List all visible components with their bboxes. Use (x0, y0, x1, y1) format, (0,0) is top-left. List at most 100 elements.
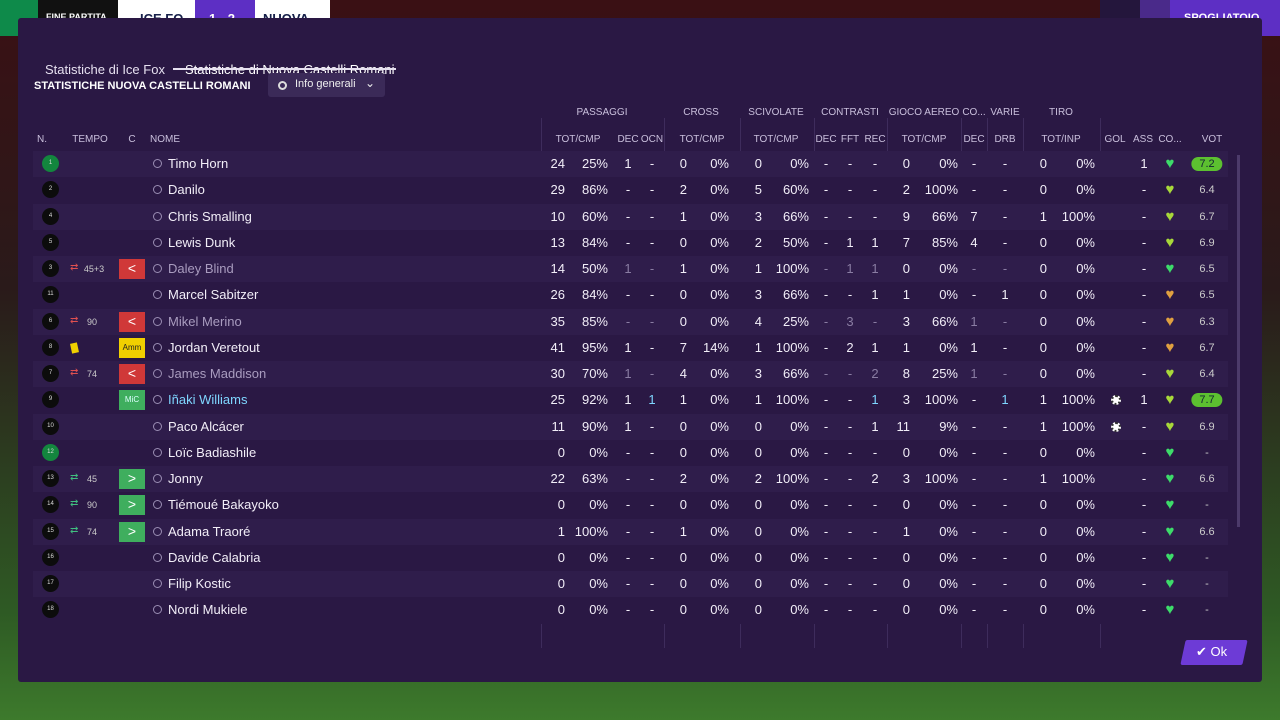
rating: - (1205, 604, 1209, 617)
person-icon (153, 474, 162, 483)
column-header: DEC (617, 134, 639, 145)
shirt-number: 4 (42, 207, 59, 225)
condition-heart: ♥ (1165, 417, 1175, 435)
stat-value: 0% (710, 313, 729, 329)
stat-value: 0 (1039, 261, 1047, 276)
stat-value: 0 (1039, 182, 1047, 198)
stat-value: - (823, 287, 829, 303)
stat-value: - (1141, 339, 1147, 355)
player-name: Adama Traoré (168, 523, 251, 539)
stat-value: 0% (790, 549, 809, 565)
stat-value: 0% (939, 287, 958, 303)
column-header: ASS (1132, 134, 1154, 145)
stat-value: 0 (902, 576, 910, 591)
stat-value: - (971, 182, 977, 198)
stat-value: - (971, 261, 977, 276)
stat-value: - (1002, 156, 1008, 171)
player-name: Tiémoué Bakayoko (168, 497, 279, 513)
stat-value: 0 (902, 444, 910, 460)
stat-value: - (625, 234, 631, 250)
shirt-number: 9 (42, 391, 59, 409)
stat-value: 100% (1061, 471, 1095, 486)
stat-value: - (971, 418, 977, 434)
stat-value: 1 (846, 234, 854, 250)
stats-table: PASSAGGI CROSS SCIVOLATE CONTRASTI GIOCO AER… (18, 18, 1262, 682)
stat-value: - (872, 156, 878, 171)
rating: 6.5 (1199, 263, 1215, 275)
stat-value: 0 (679, 313, 687, 329)
shirt-number: 15 (42, 522, 59, 540)
stat-value: 0 (902, 156, 910, 171)
stat-value: - (649, 523, 655, 539)
condition-heart: ♥ (1165, 470, 1175, 487)
ok-label: ✔ Ok (1196, 644, 1228, 659)
stat-value: 1 (754, 392, 762, 408)
stat-value: 0 (754, 602, 762, 618)
condition-heart: ♥ (1165, 312, 1175, 330)
group-header: CO... (962, 107, 986, 118)
stat-value: 2 (902, 182, 910, 198)
goal-icon (1111, 395, 1121, 406)
stat-value: - (847, 366, 853, 381)
stat-value: - (872, 444, 878, 460)
player-row (33, 387, 1228, 414)
stat-value: - (625, 444, 631, 460)
stat-value: 35 (550, 313, 565, 329)
stat-value: 0% (589, 602, 608, 618)
rating: - (1205, 578, 1209, 590)
sub-arrows: ⇄ (70, 498, 79, 510)
stat-value: 0% (939, 444, 958, 460)
person-icon (153, 185, 162, 195)
stat-value: 0 (754, 549, 762, 565)
stat-value: 0 (1039, 234, 1047, 250)
stat-value: 0% (710, 234, 729, 250)
stat-value: 0% (1076, 444, 1095, 460)
stat-value: - (872, 208, 878, 224)
stat-value: - (1002, 366, 1008, 381)
stat-value: 60% (782, 182, 809, 198)
sub-arrows: ⇄ (70, 314, 79, 326)
stat-value: 4 (679, 366, 687, 381)
stat-value: 7 (679, 339, 687, 355)
stat-value: 0% (1076, 602, 1095, 618)
stat-value: 1 (557, 523, 565, 539)
column-header: TOT/INP (1041, 134, 1081, 145)
condition-heart: ♥ (1165, 286, 1175, 304)
shirt-number: 5 (42, 233, 59, 251)
sub-time: 45+3 (83, 264, 105, 274)
player-name: Chris Smalling (168, 208, 252, 224)
stat-value: - (823, 471, 829, 486)
stat-value: 0 (679, 576, 687, 591)
stat-value: - (971, 444, 977, 460)
stat-value: 0 (557, 602, 565, 618)
stat-value: 14% (702, 339, 729, 355)
rating: 6.7 (1199, 210, 1215, 223)
tab[interactable]: Statistiche di Ice Fox (45, 62, 165, 77)
stat-value: 0% (710, 208, 729, 224)
stat-value: 0 (754, 418, 762, 434)
group-header: SCIVOLATE (748, 107, 804, 118)
stat-value: - (1002, 523, 1008, 539)
stat-value: - (1002, 261, 1008, 276)
stat-value: 0 (1039, 523, 1047, 539)
stat-value: - (847, 471, 853, 486)
stat-value: 0% (1076, 497, 1095, 513)
stat-value: - (823, 156, 829, 171)
group-header: CONTRASTI (821, 107, 879, 118)
dropdown[interactable]: Info generali ⌄ (268, 73, 385, 97)
sub-time: 90 (86, 316, 98, 327)
stat-value: - (649, 418, 655, 434)
stat-value: 8 (902, 366, 910, 381)
stat-value: 0% (1076, 523, 1095, 539)
rating: 6.3 (1199, 315, 1215, 328)
stat-value: - (649, 549, 655, 565)
stat-value: - (1002, 418, 1008, 434)
stat-value: - (625, 313, 631, 329)
stat-value: 0% (710, 549, 729, 565)
stat-value: 0% (790, 418, 809, 434)
stat-value: - (625, 182, 631, 198)
stat-value: 1 (1039, 418, 1047, 434)
stat-value: 1 (679, 208, 687, 224)
stat-value: - (1002, 313, 1008, 329)
